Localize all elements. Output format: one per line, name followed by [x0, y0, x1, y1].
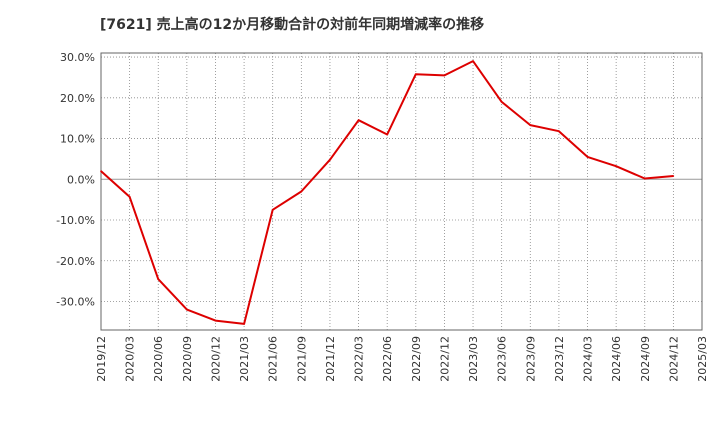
- data-point: [529, 124, 532, 126]
- x-tick-label: 2022/09: [410, 336, 423, 382]
- x-tick-label: 2024/03: [582, 336, 595, 382]
- y-tick-label: -30.0%: [56, 295, 95, 308]
- x-tick-label: 2022/03: [353, 336, 366, 382]
- data-point: [672, 175, 675, 177]
- y-tick-label: -20.0%: [56, 255, 95, 268]
- x-tick-label: 2024/09: [639, 336, 652, 382]
- data-point: [186, 308, 188, 311]
- x-tick-label: 2021/03: [238, 336, 251, 382]
- data-point: [157, 278, 160, 280]
- data-point: [386, 133, 388, 136]
- x-tick-label: 2024/12: [667, 336, 680, 382]
- x-tick-label: 2021/06: [267, 336, 280, 382]
- x-tick-label: 2020/03: [124, 336, 137, 382]
- x-tick-label: 2023/12: [553, 336, 566, 382]
- plot-area: [101, 53, 702, 330]
- data-point: [243, 323, 245, 325]
- x-tick-label: 2024/06: [610, 336, 623, 382]
- data-point: [500, 101, 503, 103]
- x-tick-label: 2020/06: [152, 336, 165, 382]
- x-tick-label: 2022/12: [438, 336, 451, 382]
- data-point: [558, 130, 560, 133]
- data-point: [100, 170, 102, 172]
- x-tick-label: 2019/12: [95, 336, 108, 382]
- y-tick-label: 20.0%: [60, 92, 95, 105]
- y-tick-label: -10.0%: [56, 214, 95, 227]
- data-point: [472, 60, 474, 62]
- x-tick-label: 2023/09: [524, 336, 537, 382]
- x-tick-label: 2021/09: [295, 336, 308, 382]
- chart-title: [7621] 売上高の12か月移動合計の対前年同期増減率の推移: [100, 17, 485, 33]
- data-point: [214, 319, 217, 322]
- y-tick-label: 0.0%: [67, 173, 95, 186]
- data-point: [271, 209, 274, 211]
- x-tick-label: 2020/09: [181, 336, 194, 382]
- x-tick-label: 2023/03: [467, 336, 480, 382]
- data-point: [300, 190, 303, 193]
- data-point: [443, 74, 446, 77]
- plot-frame: [100, 52, 703, 331]
- data-point: [415, 73, 417, 75]
- data-point: [615, 165, 617, 168]
- data-point: [643, 177, 646, 180]
- y-tick-label: 30.0%: [60, 51, 95, 64]
- x-tick-label: 2025/03: [696, 336, 709, 382]
- y-tick-label: 10.0%: [60, 133, 95, 146]
- data-point: [357, 119, 360, 122]
- x-tick-label: 2020/12: [209, 336, 222, 382]
- x-tick-label: 2021/12: [324, 336, 337, 382]
- data-point: [329, 158, 331, 161]
- data-point: [128, 195, 131, 198]
- x-tick-label: 2022/06: [381, 336, 394, 382]
- x-tick-label: 2023/06: [496, 336, 509, 382]
- data-point: [586, 156, 589, 158]
